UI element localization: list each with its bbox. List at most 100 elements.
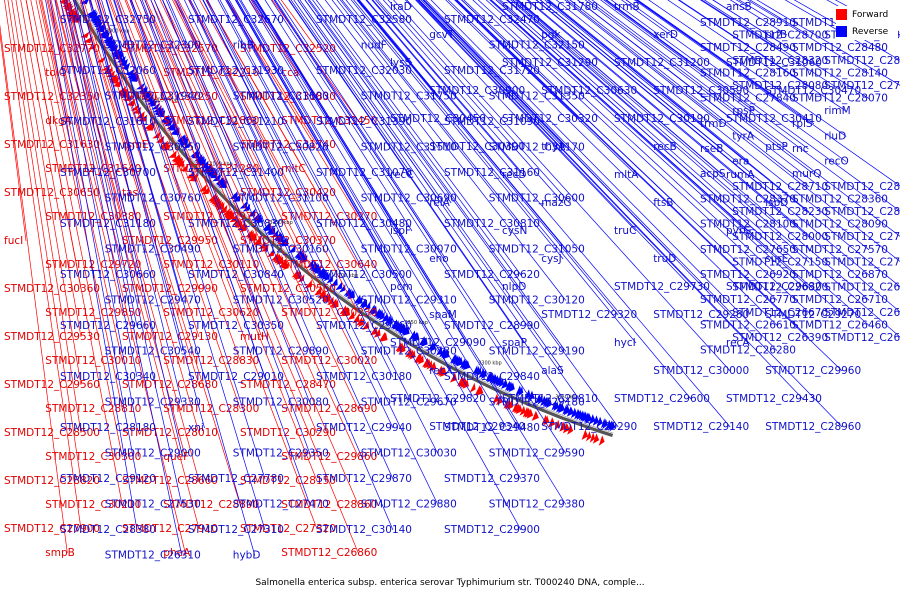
reverse-gene-label-leader (105, 0, 266, 531)
reverse-gene-label-leader (365, 0, 468, 120)
gene-arrow (517, 386, 524, 397)
gene-arrow (229, 214, 237, 223)
reverse-gene-label: recB (653, 141, 677, 153)
reverse-gene-label: rplS (792, 118, 813, 130)
forward-gene-label-leader (62, 0, 186, 458)
reverse-gene-label-leader (59, 0, 138, 378)
reverse-gene-label: recO (824, 156, 849, 168)
reverse-gene-label: nlpD (502, 281, 526, 293)
reverse-gene-label-leader (420, 0, 564, 148)
reverse-gene-label: STMDT12_C28990 (444, 320, 540, 332)
gene-arrow (164, 119, 173, 127)
reverse-gene-label: STMDT12_C30080 (233, 397, 329, 409)
reverse-gene-label-leader (425, 0, 843, 428)
reverse-gene-label-leader (219, 0, 439, 403)
forward-gene-label: STMDT12_C28890 (163, 499, 259, 511)
reverse-gene-label: STMDT12_C27470 (233, 499, 329, 511)
gene-arrow (297, 274, 305, 283)
gene-arrow (249, 233, 257, 242)
reverse-gene-label-leader (456, 0, 810, 339)
gene-arrow (369, 305, 378, 315)
reverse-gene-label-leader (239, 0, 407, 288)
gene-arrow (125, 68, 135, 76)
forward-gene-label-leader (79, 0, 139, 194)
reverse-gene-label: STMDT12_C29940 (316, 422, 412, 434)
reverse-gene-label: STMDT12_C30000 (653, 365, 749, 377)
forward-gene-label-leader (271, 0, 359, 122)
backbone-tick-label: 3050 kbp (154, 97, 178, 103)
forward-gene-label-leader (35, 0, 123, 410)
reverse-gene-label-leader (101, 0, 138, 123)
reverse-gene-label-leader (600, 0, 870, 200)
reverse-gene-label: acpS (700, 168, 726, 180)
gene-arrow (142, 92, 152, 99)
gene-arrow (288, 244, 296, 254)
forward-gene-label-leader (4, 0, 82, 530)
gene-arrow (212, 173, 221, 182)
reverse-gene-label-leader (299, 0, 564, 372)
reverse-gene-label: nudF (361, 40, 387, 52)
gene-arrow (162, 143, 171, 151)
reverse-gene-label: recX (429, 365, 453, 377)
reverse-gene-label: STMDT12_C31200 (614, 57, 710, 69)
gene-arrow (600, 418, 606, 429)
reverse-gene-label: pcm (390, 281, 413, 293)
reverse-gene-label-leader (445, 0, 778, 326)
reverse-gene-label-leader (150, 0, 311, 403)
reverse-gene-label-leader (162, 0, 311, 352)
forward-gene-label: STMDT12_C29530 (4, 331, 100, 343)
gene-arrow (544, 397, 551, 408)
gene-arrow (347, 311, 355, 320)
forward-gene-label: STMDT12_C30290 (240, 427, 336, 439)
forward-gene-label: mutH (240, 331, 269, 343)
reverse-gene-label: STMDT12_C29900 (444, 524, 540, 536)
reverse-gene-label: STMDT12_C30490 (105, 244, 201, 256)
backbone-tick-label: 3350 kbp (555, 394, 579, 400)
reverse-gene-label-leader (264, 0, 413, 232)
reverse-gene-label: STMDT12_C29480 (444, 422, 540, 434)
gene-arrow (608, 420, 614, 431)
gene-arrow (96, 56, 106, 63)
reverse-gene-label-leader (248, 0, 507, 428)
reverse-gene-label-leader (587, 0, 900, 237)
gene-arrow (239, 200, 248, 209)
reverse-gene-label: STMDT12_C29010 (188, 371, 284, 383)
reverse-gene-label: rluD (824, 130, 846, 142)
reverse-gene-label-leader (535, 0, 870, 276)
gene-arrow (209, 170, 218, 179)
reverse-gene-label-leader (499, 0, 870, 326)
reverse-gene-label-leader (240, 0, 522, 480)
forward-gene-label-leader (159, 0, 241, 170)
reverse-gene-label-leader (202, 0, 394, 378)
forward-gene-label-leader (46, 0, 82, 146)
gene-arrow (586, 431, 592, 442)
reverse-gene-label: hycI (614, 337, 636, 349)
forward-gene-label-leader (25, 0, 123, 506)
gene-arrow (235, 220, 243, 228)
reverse-gene-label-leader (577, 0, 870, 225)
gene-arrow (562, 404, 568, 415)
gene-arrow (469, 382, 476, 393)
reverse-gene-label-leader (677, 0, 847, 112)
reverse-gene-label: STMDT12_C31390 (316, 116, 412, 128)
reverse-gene-label-leader (636, 0, 778, 99)
reverse-gene-label-leader (226, 0, 522, 531)
gene-arrow (146, 123, 155, 131)
gene-arrow (581, 429, 589, 440)
gene-arrow (373, 328, 381, 338)
reverse-gene-label-leader (422, 0, 567, 148)
gene-arrow (527, 390, 535, 401)
reverse-gene-label-leader (63, 0, 183, 556)
forward-gene-label: STMDT12_C28660 (122, 475, 218, 487)
reverse-gene-label: eno (429, 253, 449, 265)
reverse-gene-label-leader (227, 0, 311, 148)
reverse-gene-label: STMDT12_C28090 (792, 219, 888, 231)
reverse-gene-label-leader (324, 0, 439, 148)
reverse-gene-label: murQ (792, 168, 821, 180)
reverse-gene-label: STMDT12_C29320 (541, 309, 637, 321)
gene-arrow (280, 238, 289, 247)
reverse-gene-label-leader (253, 0, 439, 301)
reverse-gene-label-leader (205, 0, 439, 454)
gene-arrow (602, 418, 608, 429)
reverse-gene-label: STMDT12_C30390 (429, 141, 525, 153)
